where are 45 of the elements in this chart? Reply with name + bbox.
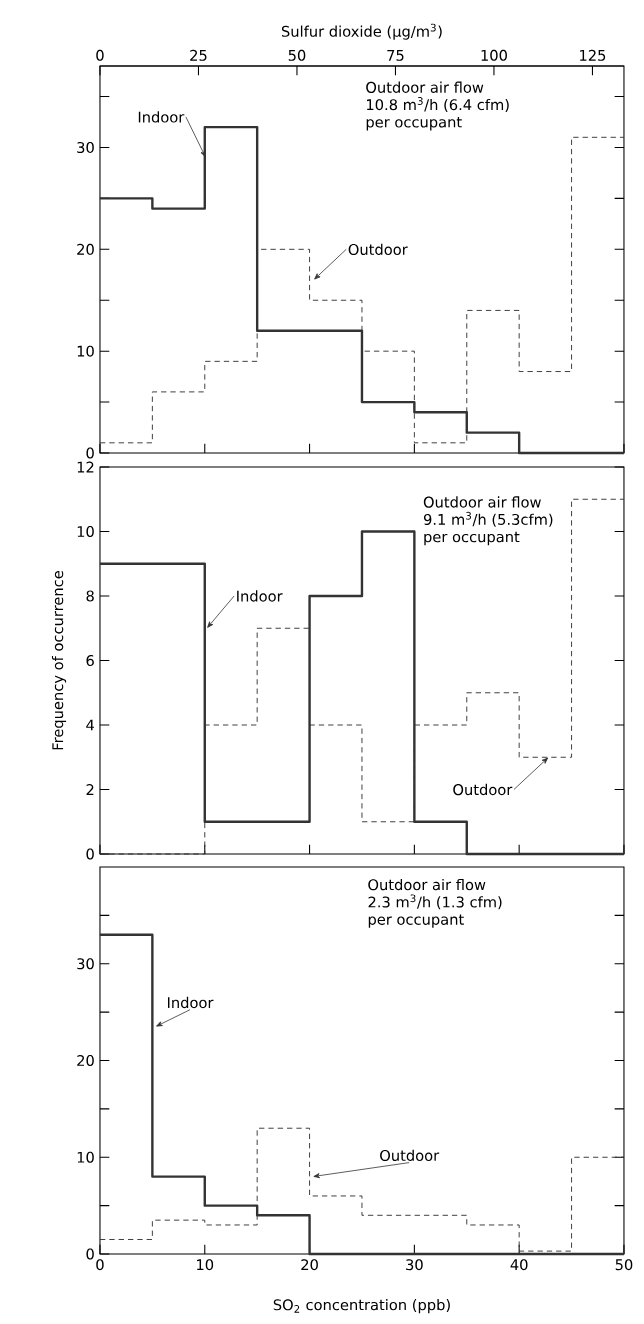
x2-tick-label: 100 bbox=[481, 49, 507, 61]
annotation: 9.1 m$^{3}$/h (5.3cfm) bbox=[423, 511, 553, 527]
x2-axis-title: Sulfur dioxide (μg/m$^{3}$) bbox=[281, 23, 442, 40]
y-tick-label: 0 bbox=[86, 848, 94, 860]
y-tick-label: 10 bbox=[77, 345, 94, 357]
y-tick-label: 10 bbox=[77, 1151, 94, 1163]
series-label: Outdoor bbox=[453, 783, 513, 796]
annotation: Outdoor air flow bbox=[423, 496, 541, 508]
text: Outdoor bbox=[348, 243, 408, 255]
y-tick-label: 6 bbox=[86, 654, 94, 667]
x2-tick-label: 125 bbox=[580, 49, 606, 61]
y-tick-label: 0 bbox=[86, 447, 94, 459]
y-tick-label: 20 bbox=[77, 243, 94, 255]
y-tick-label: 30 bbox=[77, 141, 94, 154]
y-tick-label: 10 bbox=[77, 525, 94, 538]
annotation: Outdoor air flow bbox=[366, 81, 484, 93]
x-tick-label: 40 bbox=[510, 1259, 528, 1271]
y-tick-label: 8 bbox=[86, 590, 94, 602]
y-tick-label: 20 bbox=[77, 1054, 94, 1067]
y-tick-label: 0 bbox=[86, 1248, 94, 1260]
x2-tick-label: 0 bbox=[96, 49, 104, 61]
x-tick-label: 10 bbox=[197, 1259, 214, 1271]
x-axis-title: SO$_{2}$ concentration (ppb) bbox=[273, 1298, 450, 1314]
x-tick-label: 20 bbox=[301, 1259, 318, 1271]
x-tick-label: 0 bbox=[96, 1259, 104, 1271]
y-tick-label: 4 bbox=[86, 719, 95, 731]
series-label: Indoor bbox=[138, 111, 185, 123]
series-label: Indoor bbox=[237, 590, 283, 602]
x2-tick-label: 25 bbox=[190, 49, 207, 61]
y-tick-label: 12 bbox=[77, 461, 94, 473]
x2-tick-label: 75 bbox=[387, 49, 404, 61]
annotation: per occupant bbox=[368, 914, 464, 928]
annotation: Outdoor air flow bbox=[368, 878, 486, 891]
annotation: per occupant bbox=[366, 117, 462, 131]
x2-tick-label: 50 bbox=[288, 49, 306, 61]
y-axis-title: Frequency of occurrence bbox=[51, 571, 67, 750]
y-tick-label: 30 bbox=[77, 958, 94, 970]
annotation: per occupant bbox=[424, 531, 520, 546]
x-tick-label: 30 bbox=[406, 1259, 423, 1271]
text: Outdoor bbox=[380, 1149, 440, 1161]
x-tick-label: 50 bbox=[615, 1259, 633, 1271]
annotation: 2.3 m$^{3}$/h (1.3 cfm) bbox=[368, 894, 502, 910]
annotation: 10.8 m$^{3}$/h (6.4 cfm) bbox=[367, 97, 509, 112]
series-label: Indoor bbox=[168, 996, 214, 1009]
y-tick-label: 2 bbox=[86, 784, 94, 795]
